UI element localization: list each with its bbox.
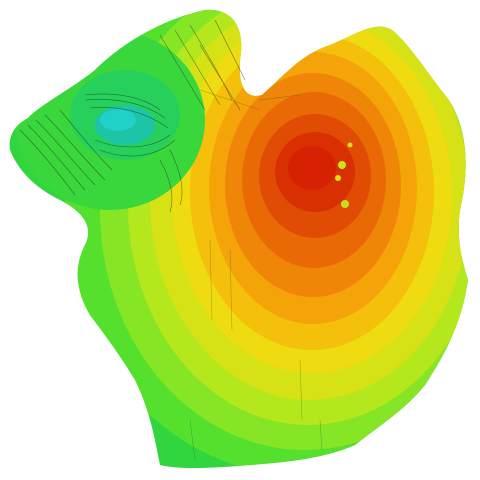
cyan-hollow-core: [100, 109, 136, 131]
hot-speck-2: [335, 175, 341, 181]
band-12: [288, 146, 336, 190]
hot-speck-4: [348, 143, 353, 148]
hot-speck-1: [338, 161, 346, 169]
hot-speck-3: [341, 200, 349, 208]
